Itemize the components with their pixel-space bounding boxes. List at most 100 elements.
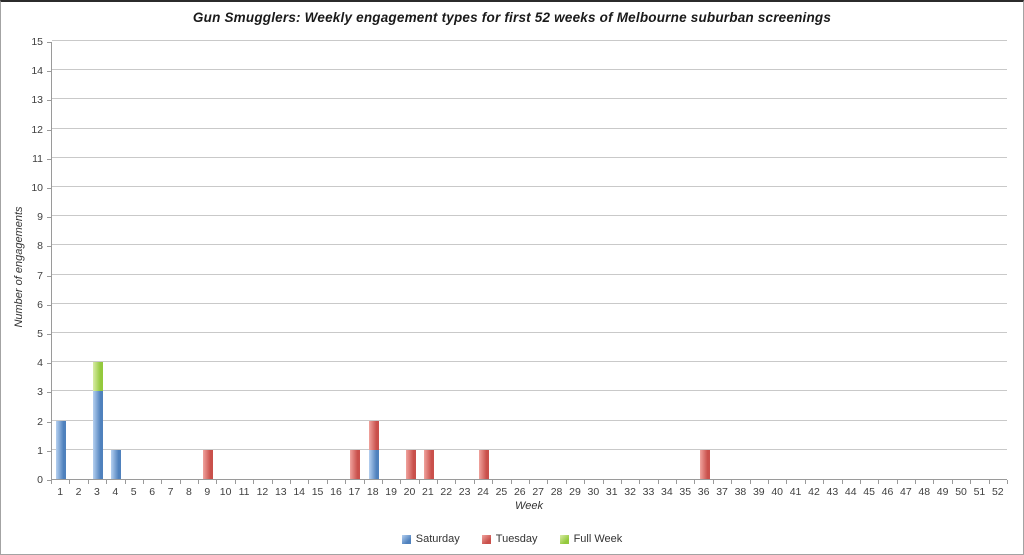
x-tick-label: 1 (57, 486, 64, 498)
gridline (52, 302, 1007, 304)
gridline (52, 69, 1007, 71)
x-tick-mark (161, 480, 163, 484)
y-tick-mark (47, 42, 51, 43)
x-tick-label: 12 (256, 486, 269, 498)
x-tick-mark (290, 480, 291, 484)
y-tick-label: 13 (31, 94, 43, 107)
x-tick-mark (69, 480, 71, 484)
x-tick-mark (731, 480, 733, 484)
x-tick-mark (492, 480, 494, 484)
x-tick-mark (400, 480, 402, 484)
y-tick-label: 3 (37, 386, 43, 399)
x-tick-label: 16 (330, 486, 342, 498)
x-tick-label: 5 (130, 486, 137, 498)
x-tick-label: 37 (716, 486, 728, 498)
gridline (52, 273, 1007, 275)
y-tick-label: 14 (31, 65, 43, 78)
bar-tuesday-week-21 (423, 449, 434, 479)
bar-full-week-week-3 (92, 362, 103, 392)
x-tick-label: 34 (661, 486, 673, 498)
y-tick-mark (47, 71, 51, 73)
x-tick-mark (363, 480, 365, 484)
y-tick-mark (47, 304, 51, 306)
y-tick-mark (47, 450, 51, 452)
x-tick-label: 52 (991, 486, 1004, 498)
x-tick-label: 39 (752, 486, 765, 498)
x-tick-mark (510, 480, 512, 484)
x-tick-label: 11 (238, 486, 250, 498)
x-tick-mark (823, 480, 825, 484)
x-tick-label: 2 (75, 486, 82, 498)
legend: Saturday Tuesday Full Week (1, 533, 1023, 545)
x-tick-label: 26 (513, 486, 526, 498)
y-tick-mark (47, 363, 51, 365)
x-tick-label: 19 (385, 486, 397, 498)
bar-saturday-week-18 (368, 449, 379, 479)
x-tick-mark (841, 480, 843, 484)
x-tick-mark (1007, 480, 1008, 484)
x-tick-mark (124, 480, 126, 484)
x-tick-mark (768, 480, 769, 484)
gridline (52, 186, 1007, 187)
y-tick-label: 0 (37, 474, 43, 486)
y-tick-label: 12 (31, 123, 43, 136)
y-tick-mark (47, 480, 51, 481)
x-tick-mark (878, 480, 880, 484)
y-tick-mark (47, 100, 51, 102)
x-tick-label: 22 (440, 486, 453, 498)
x-tick-label: 30 (587, 486, 600, 498)
y-tick-label: 10 (31, 182, 43, 194)
y-tick-label: 8 (37, 240, 43, 253)
bar-tuesday-week-36 (699, 449, 710, 479)
bar-tuesday-week-24 (479, 449, 490, 479)
x-tick-label: 4 (112, 486, 119, 498)
x-tick-label: 14 (293, 486, 306, 498)
x-tick-mark (51, 480, 52, 484)
plot-area (51, 40, 1007, 480)
y-tick-label: 4 (37, 357, 43, 370)
x-tick-label: 23 (458, 486, 471, 498)
bar-saturday-week-1 (56, 420, 67, 479)
x-tick-label: 8 (185, 486, 192, 498)
x-tick-label: 50 (955, 486, 967, 498)
x-tick-mark (142, 480, 144, 484)
x-tick-label: 46 (881, 486, 894, 498)
gridline (52, 156, 1007, 158)
bar-tuesday-week-18 (368, 420, 379, 450)
y-tick-label: 6 (37, 298, 43, 311)
gridline (52, 419, 1007, 421)
x-tick-label: 40 (771, 486, 784, 498)
x-tick-label: 10 (219, 486, 232, 498)
x-tick-mark (786, 480, 788, 484)
x-tick-label: 7 (167, 486, 174, 498)
x-tick-mark (933, 480, 935, 484)
x-tick-mark (915, 480, 917, 484)
chart-title: Gun Smugglers: Weekly engagement types f… (192, 10, 832, 25)
legend-item-full-week: Full Week (559, 533, 622, 545)
y-tick-mark (47, 246, 51, 248)
x-tick-label: 21 (422, 486, 434, 498)
x-tick-mark (584, 480, 586, 484)
x-tick-mark (639, 480, 641, 484)
x-tick-mark (418, 480, 420, 484)
gridline (52, 390, 1007, 392)
x-tick-mark (547, 480, 549, 484)
x-tick-label: 48 (918, 486, 931, 498)
x-tick-mark (179, 480, 181, 484)
y-tick-mark (47, 421, 51, 423)
x-tick-mark (437, 480, 439, 484)
x-tick-label: 20 (403, 486, 416, 498)
x-tick-mark (198, 480, 200, 484)
x-tick-mark (234, 480, 236, 484)
bar-saturday-week-3 (92, 391, 103, 479)
x-tick-label: 17 (348, 486, 361, 498)
y-tick-label: 7 (37, 269, 43, 282)
x-tick-mark (106, 480, 108, 484)
legend-item-tuesday: Tuesday (481, 533, 538, 545)
gridline (52, 332, 1007, 333)
bar-tuesday-week-17 (350, 449, 361, 479)
gridline (52, 127, 1007, 129)
x-tick-label: 25 (495, 486, 508, 498)
x-tick-label: 29 (569, 486, 581, 498)
y-tick-label: 9 (37, 211, 43, 224)
